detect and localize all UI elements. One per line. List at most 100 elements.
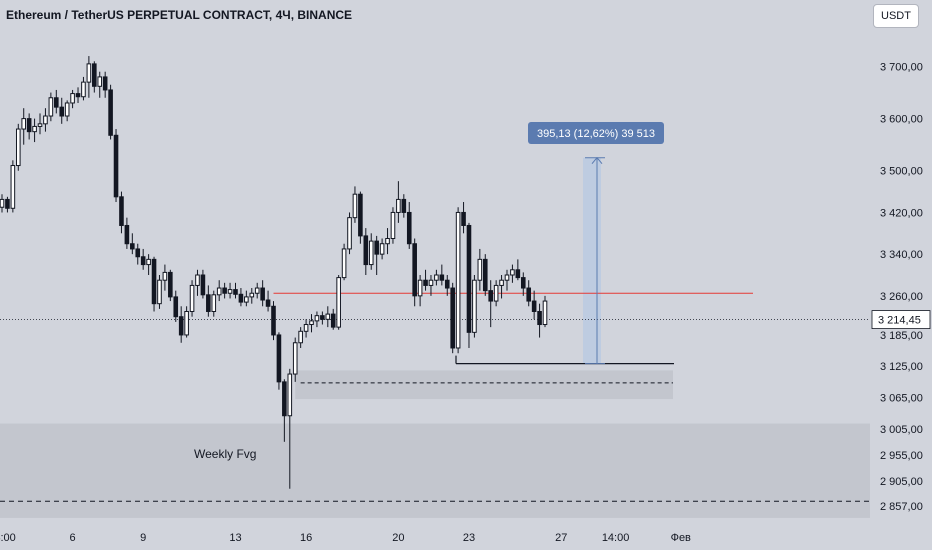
candle-body [32,125,37,133]
candle-body [493,284,499,302]
candle [140,248,146,270]
candle [146,254,151,275]
candle [444,275,450,296]
candle-body [510,269,515,276]
candle [406,202,412,249]
candle-body [135,248,141,258]
candle-body [86,63,92,83]
candle [385,228,390,255]
candle-body [363,235,369,266]
candle [461,202,466,234]
candle [222,282,227,299]
candle-body [108,89,113,136]
candle-body [423,279,428,286]
weekly-fvg-zone [0,423,870,518]
candle [54,89,59,114]
candle [92,61,97,93]
candle-body [54,97,59,108]
weekly-fvg-label: Weekly Fvg [194,447,256,461]
candle [542,295,548,328]
candle [434,269,439,286]
candle-body [178,316,184,336]
candle [206,285,211,317]
time-axis[interactable]: 14:00 6 9 13 16 20 23 27 14:00 Фев [0,532,691,544]
candle-body [102,76,108,91]
candle [37,113,43,135]
candle-body [75,93,81,98]
candle [157,275,162,309]
candle-body [48,97,54,117]
candle [200,269,206,299]
candle [477,248,483,291]
candle [238,288,244,307]
candle-body [282,381,287,417]
time-tick-label: 23 [463,532,475,544]
candle [97,71,103,98]
time-tick-label: 6 [70,532,76,544]
candle [271,301,276,341]
candle-body [379,243,385,255]
price-tick-label: 2 857,00 [880,501,923,513]
candle [455,207,461,354]
candle-body [276,334,282,383]
candle [298,327,303,348]
candle-body [162,271,168,281]
candle [119,191,124,234]
candle [184,306,189,338]
candle [64,100,70,122]
candle-body [504,274,510,281]
candle-body [195,274,200,286]
candle-body [43,115,48,125]
candle-body [10,165,16,209]
candle-body [336,277,341,328]
candle-body [271,305,276,336]
candle-body [249,292,255,298]
candle [428,275,434,296]
candle-body [466,224,472,333]
time-tick-label: 14:00 [602,532,630,544]
currency-button[interactable]: USDT [873,4,919,28]
candle-body [238,293,244,303]
candle-body [189,284,195,312]
candle [417,275,423,307]
candle [499,275,504,299]
candle-body [412,243,417,297]
candle [10,160,16,213]
candle [352,186,358,223]
candle [526,280,532,307]
time-tick-label: Фев [671,532,691,544]
candle-body [21,118,27,130]
candle-body [151,258,157,305]
candle [151,256,157,312]
candle-body [477,258,483,281]
candle [195,269,200,296]
candle-body [520,277,526,289]
candle [59,97,65,124]
candle [102,71,108,98]
candle [330,308,336,330]
candle [320,311,325,325]
time-tick-label: 16 [300,532,312,544]
candle-body [287,373,293,417]
candle [396,181,401,223]
candle-body [146,258,151,266]
candle [5,196,10,213]
candle [466,222,472,348]
candle [531,290,537,320]
candle [482,254,488,296]
candle [162,264,168,291]
candle-body [173,296,179,318]
candle-body [406,211,412,245]
candle [537,303,542,338]
candle-body [461,211,466,226]
price-tick-label: 2 955,00 [880,450,923,462]
price-axis[interactable]: 3 700,00 3 600,00 3 500,00 3 420,00 3 340,00… [871,61,931,513]
current-price-tag [871,310,931,329]
candle-body [254,287,260,294]
candle-body [325,313,331,320]
candle-body [358,193,363,237]
candle [189,280,195,317]
candle-body [330,313,336,328]
measure-range-box [583,157,601,364]
